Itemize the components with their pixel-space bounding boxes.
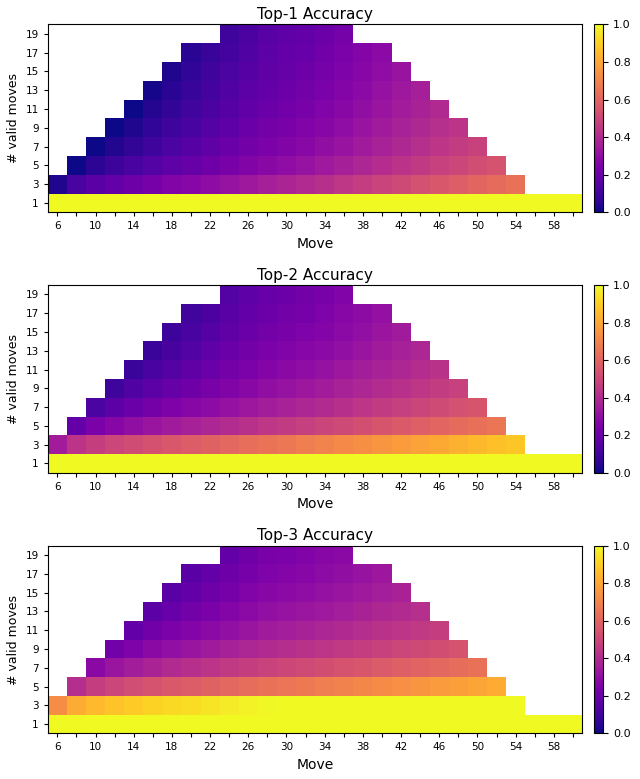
- Y-axis label: # valid moves: # valid moves: [7, 594, 20, 685]
- X-axis label: Move: Move: [296, 498, 333, 512]
- Y-axis label: # valid moves: # valid moves: [7, 73, 20, 164]
- Title: Top-3 Accuracy: Top-3 Accuracy: [257, 528, 373, 543]
- Title: Top-1 Accuracy: Top-1 Accuracy: [257, 7, 373, 22]
- Title: Top-2 Accuracy: Top-2 Accuracy: [257, 267, 373, 283]
- Y-axis label: # valid moves: # valid moves: [7, 334, 20, 424]
- X-axis label: Move: Move: [296, 758, 333, 772]
- X-axis label: Move: Move: [296, 237, 333, 251]
